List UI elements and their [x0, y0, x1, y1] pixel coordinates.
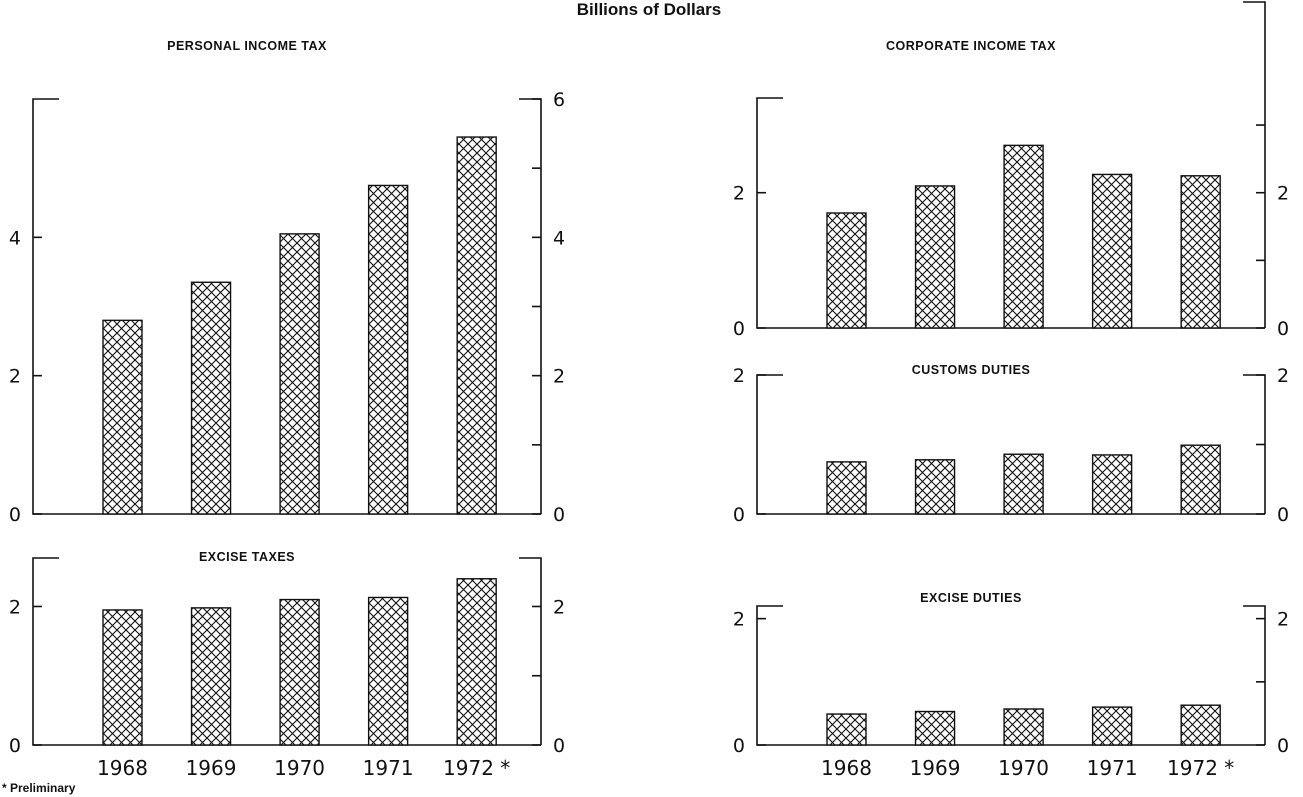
excise-taxes-category-label: 1968	[97, 756, 148, 780]
excise-duties-left-tick-label: 2	[733, 609, 745, 631]
corporate-income-tax-left-tick-label: 0	[733, 318, 745, 340]
excise-taxes-category-label: 1970	[274, 756, 325, 780]
personal-income-tax-panel: PERSONAL INCOME TAX 0 2 4 0 2 4 6	[9, 39, 565, 526]
excise-duties-bar-1972	[1180, 704, 1221, 746]
corporate-income-tax-title: CORPORATE INCOME TAX	[886, 39, 1056, 53]
customs-duties-title: CUSTOMS DUTIES	[912, 363, 1031, 377]
personal-income-tax-right-tick-label: 0	[553, 504, 565, 526]
excise-taxes-title: EXCISE TAXES	[199, 550, 295, 564]
excise-duties-left-tick-label: 0	[733, 735, 745, 757]
corporate-income-tax-left-tick-label: 2	[733, 183, 745, 205]
excise-taxes-right-tick-label: 2	[553, 596, 565, 618]
excise-duties-category-label: 1970	[998, 756, 1049, 780]
customs-duties-right-tick-label: 0	[1277, 504, 1289, 526]
excise-taxes-left-tick-label: 2	[9, 596, 21, 618]
customs-duties-bar-1970	[1003, 453, 1044, 515]
customs-duties-left-tick-label: 2	[733, 365, 745, 387]
personal-income-tax-title: PERSONAL INCOME TAX	[167, 39, 327, 53]
excise-duties-bar-1968	[826, 713, 867, 746]
corporate-income-tax-right-tick-label: 0	[1277, 318, 1289, 340]
personal-income-tax-right-tick-label: 4	[553, 227, 565, 249]
customs-duties-panel: CUSTOMS DUTIES 0 2 0 2	[733, 363, 1289, 526]
personal-income-tax-bar-1969	[190, 281, 232, 515]
excise-taxes-bar-1972	[456, 578, 497, 746]
corporate-income-tax-bar-1968	[826, 212, 867, 329]
customs-duties-left-tick-label: 0	[733, 504, 745, 526]
excise-taxes-right-tick-label: 0	[553, 735, 565, 757]
excise-duties-category-label: 1969	[910, 756, 961, 780]
excise-taxes-category-label: 1972 *	[443, 756, 510, 780]
personal-income-tax-right-tick-label: 6	[553, 89, 565, 111]
personal-income-tax-left-tick-label: 2	[9, 366, 21, 388]
excise-duties-bar-1970	[1003, 708, 1044, 746]
preliminary-footnote: * Preliminary	[2, 781, 76, 795]
personal-income-tax-left-tick-label: 4	[9, 227, 21, 249]
excise-taxes-category-label: 1971	[363, 756, 414, 780]
excise-duties-title: EXCISE DUTIES	[920, 591, 1022, 605]
personal-income-tax-bar-1971	[367, 184, 409, 515]
corporate-income-tax-bar-1972	[1180, 175, 1221, 329]
excise-taxes-bar-1971	[367, 596, 409, 746]
corporate-income-tax-bar-1970	[1003, 144, 1044, 329]
excise-taxes-category-label: 1969	[186, 756, 237, 780]
excise-duties-bar-1969	[914, 710, 956, 746]
excise-taxes-bar-1968	[102, 609, 143, 746]
personal-income-tax-bar-1968	[102, 319, 143, 515]
excise-duties-category-label: 1968	[821, 756, 872, 780]
excise-taxes-left-tick-label: 0	[9, 735, 21, 757]
customs-duties-right-tick-label: 2	[1277, 365, 1289, 387]
customs-duties-bar-1971	[1091, 454, 1133, 515]
customs-duties-bar-1969	[914, 459, 956, 515]
personal-income-tax-left-tick-label: 0	[9, 504, 21, 526]
corporate-income-tax-bar-1969	[914, 185, 956, 329]
excise-duties-right-tick-label: 2	[1277, 609, 1289, 631]
corporate-income-tax-right-tick-label: 2	[1277, 183, 1289, 205]
excise-duties-category-label: 1971	[1087, 756, 1138, 780]
excise-duties-category-label: 1972 *	[1167, 756, 1234, 780]
excise-taxes-bar-1970	[279, 598, 320, 746]
personal-income-tax-bar-1970	[279, 233, 320, 515]
customs-duties-bar-1968	[826, 461, 867, 515]
excise-duties-panel: EXCISE DUTIES 0 2 0 2 1968 1969 1970 1971 1972 *	[733, 591, 1289, 780]
charts-layer: PERSONAL INCOME TAX 0 2 4 0 2 4 6 EXCISE TAXES 0 2…	[9, 1, 1289, 780]
units-title: Billions of Dollars	[577, 0, 722, 19]
customs-duties-bar-1972	[1180, 444, 1221, 515]
corporate-income-tax-panel: CORPORATE INCOME TAX 0 2 0 2	[733, 1, 1289, 340]
corporate-income-tax-right-axis	[1243, 1, 1266, 328]
personal-income-tax-right-tick-label: 2	[553, 366, 565, 388]
excise-duties-right-axis	[1243, 605, 1266, 745]
excise-taxes-bar-1969	[190, 607, 232, 746]
excise-duties-bar-1971	[1091, 706, 1133, 746]
corporate-income-tax-bar-1971	[1091, 173, 1133, 329]
excise-duties-right-tick-label: 0	[1277, 735, 1289, 757]
excise-taxes-panel: EXCISE TAXES 0 2 0 2 1968 1969 1970 1971 1972 *	[9, 550, 565, 780]
personal-income-tax-bar-1972	[456, 136, 497, 515]
excise-taxes-right-axis	[519, 557, 542, 745]
